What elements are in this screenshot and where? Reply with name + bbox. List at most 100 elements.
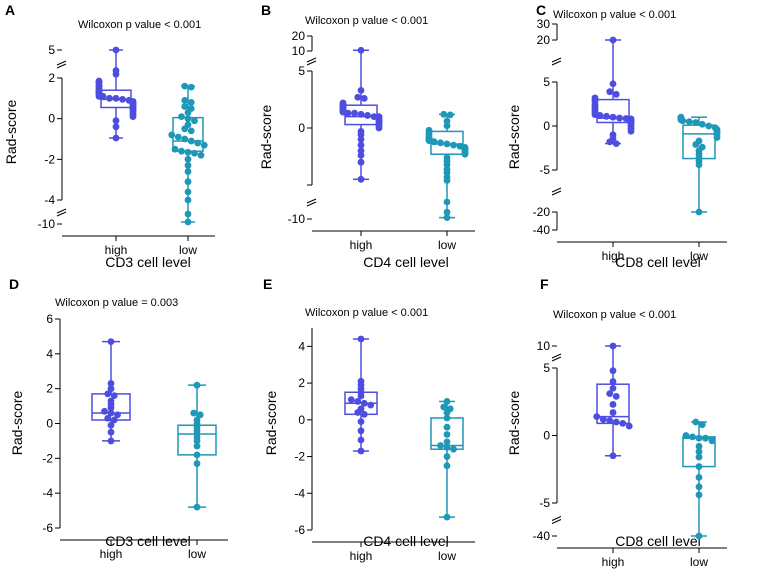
panel-d-point-high (104, 390, 112, 398)
panel-a-point-low (171, 145, 179, 153)
panel-e-point-low (443, 513, 451, 521)
panel-f-axis-break (551, 516, 562, 521)
panel-e-point-low (450, 445, 457, 453)
panel-c-point-low (695, 161, 703, 169)
panel-a-axis-break (56, 63, 67, 69)
panel-d-point-high (107, 380, 115, 387)
panel-e-series-low (430, 398, 464, 521)
panel-a-point-low (191, 149, 198, 157)
panel-d-point-high (107, 421, 115, 429)
panel-b-point-high (357, 151, 365, 159)
panel-b-point-low (437, 139, 444, 147)
panel-b-axis-break (306, 57, 317, 63)
panel-a-point-high (129, 113, 137, 121)
panel-e-y-tick-label: 4 (298, 339, 305, 353)
panel-b-point-high (357, 86, 365, 94)
panel-a-axis-break (56, 60, 67, 66)
panel-c-x-tick-label-high: high (602, 249, 625, 263)
panel-a-y-tick-label: -2 (44, 152, 55, 166)
panel-e-point-low (443, 443, 451, 451)
panel-a-series-high (95, 46, 137, 142)
panel-e-point-high (357, 447, 365, 455)
panel-c-point-low (713, 134, 721, 141)
panel-c-y-tick-label: 20 (537, 33, 551, 47)
panel-e-point-high (360, 410, 368, 418)
panel-c-point-low (692, 141, 700, 148)
panel-c-letter: C (536, 2, 546, 18)
panel-d-point-low (193, 442, 201, 450)
panel-f-point-low (695, 473, 703, 481)
panel-d-point-low (193, 503, 201, 511)
panel-d-y-tick-label: 0 (46, 417, 53, 431)
panel-d-x-axis-title: CD3 cell level (105, 533, 191, 549)
panel-f-y-axis-title: Rad-score (506, 391, 522, 456)
panel-c: C Wilcoxon p value < 0.001 CD8 cell level R… (506, 2, 727, 270)
panel-d-x-tick-label-low: low (188, 547, 206, 561)
panel-c-x-axis-title: CD8 cell level (615, 254, 701, 270)
panel-d-point-high (114, 411, 121, 419)
panel-a-p-value-note: Wilcoxon p value < 0.001 (78, 19, 201, 31)
panel-b-point-high (357, 46, 365, 54)
panel-a-point-low (184, 162, 192, 169)
panel-e-series-high (344, 335, 378, 455)
panel-e-p-value-note: Wilcoxon p value < 0.001 (305, 307, 428, 319)
panel-f-point-low (695, 453, 703, 461)
panel-c-series-high (591, 36, 635, 148)
panel-a-point-low (194, 139, 202, 147)
panel-a-point-high (112, 46, 120, 54)
panel-a-y-tick-label: 0 (48, 112, 55, 126)
panel-f-series-high (593, 342, 633, 460)
panel-f-axis-break (551, 356, 562, 362)
panel-e-point-low (443, 453, 451, 460)
panel-c-point-high (591, 111, 599, 118)
panel-a-point-low (187, 83, 195, 91)
panel-d-y-tick-label: -4 (42, 486, 53, 500)
panel-f-point-high (609, 401, 617, 408)
panel-f-p-value-note: Wilcoxon p value < 0.001 (553, 309, 676, 321)
panel-f-point-low (695, 434, 703, 442)
panel-a-point-high (112, 123, 120, 131)
panel-a-point-low (184, 178, 192, 186)
panel-a-x-tick-label-high: high (105, 243, 128, 257)
panel-a-letter: A (5, 2, 15, 18)
panel-a-y-tick-label: -4 (44, 193, 55, 207)
panel-c-x-tick-label-low: low (690, 249, 708, 263)
panel-f-axis-break (551, 353, 562, 359)
panel-a-point-low (181, 103, 189, 110)
panel-a-point-low (187, 137, 195, 145)
panel-e-y-axis-title: Rad-score (263, 391, 279, 456)
panel-d-y-tick-label: -6 (42, 521, 53, 535)
panel-c-point-high (609, 113, 617, 121)
panel-e-point-high (357, 427, 365, 435)
panel-d-point-high (107, 428, 115, 436)
panel-b-point-high (375, 124, 383, 132)
panel-e-point-high (354, 398, 362, 405)
panel-a-point-low (187, 127, 195, 135)
panel-f-axis-break (551, 519, 562, 524)
panel-a-point-low (200, 141, 208, 149)
panel-e-point-high (357, 418, 365, 426)
panel-c-point-high (612, 90, 620, 98)
panel-f-point-high (619, 419, 627, 427)
panel-a-point-low (174, 133, 182, 141)
panel-b-point-high (357, 141, 365, 149)
panel-c-point-low (679, 117, 687, 125)
panel-a-point-high (112, 70, 120, 78)
panel-f-y-tick-label: -5 (539, 496, 550, 510)
panel-e-point-high (347, 396, 355, 404)
panel-f-letter: F (540, 276, 549, 292)
panel-c-point-high (609, 80, 617, 88)
panel-e-point-low (440, 403, 448, 411)
panel-f-point-low (695, 491, 703, 499)
panel-f-point-low (695, 483, 703, 491)
panel-a-point-low (191, 117, 198, 125)
panel-d-y-tick-label: 2 (46, 382, 53, 396)
panel-c-point-high (606, 88, 614, 96)
panel-b-point-high (357, 175, 365, 183)
panel-a-y-tick-label: 2 (48, 71, 55, 85)
panel-c-point-high (603, 112, 610, 120)
panel-d-point-low (196, 411, 204, 419)
panel-d-x-tick-label-high: high (100, 547, 123, 561)
panel-f-point-low (695, 463, 703, 470)
panel-c-point-low (698, 120, 706, 128)
